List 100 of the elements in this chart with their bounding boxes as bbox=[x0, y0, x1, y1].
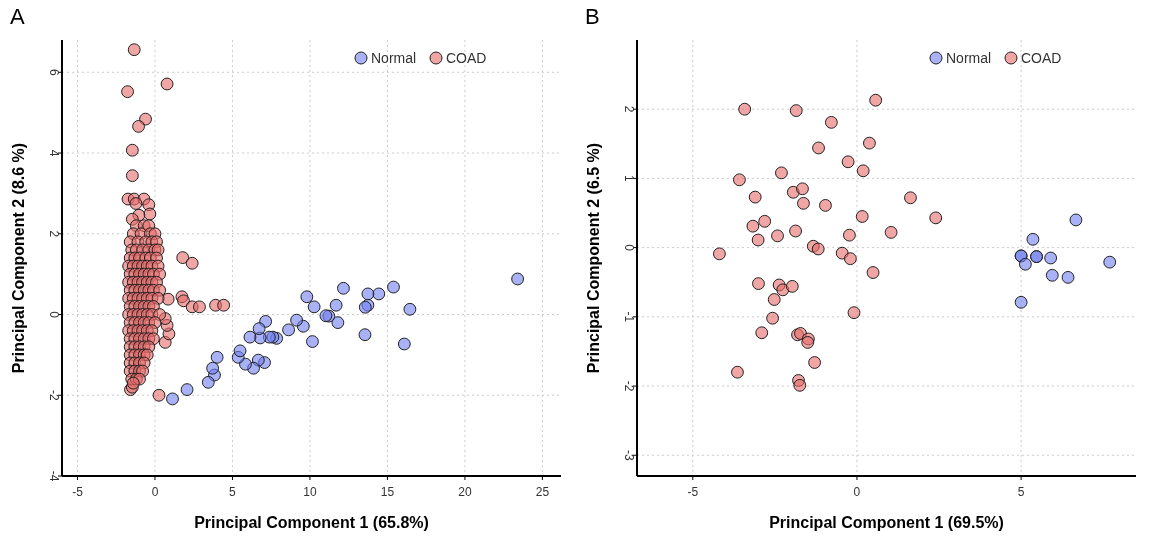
point bbox=[1045, 268, 1059, 282]
y-axis-title: Principal Component 2 (6.5 %) bbox=[585, 142, 602, 374]
point bbox=[511, 272, 525, 286]
point bbox=[337, 281, 350, 295]
x-tick-label: 0 bbox=[853, 485, 861, 499]
point bbox=[771, 229, 784, 243]
point bbox=[300, 290, 314, 304]
point bbox=[797, 196, 810, 210]
point bbox=[372, 287, 386, 301]
point bbox=[776, 283, 790, 297]
point bbox=[1044, 251, 1058, 265]
point bbox=[746, 219, 760, 233]
point bbox=[387, 280, 400, 294]
point bbox=[290, 313, 304, 327]
y-tick-label: -2 bbox=[622, 380, 636, 392]
point bbox=[843, 252, 857, 266]
legend-label: COAD bbox=[1021, 50, 1062, 66]
y-tick-label: -2 bbox=[47, 389, 61, 401]
x-tick-label: 10 bbox=[303, 485, 317, 499]
point bbox=[869, 93, 883, 107]
y-tick-label: 6 bbox=[47, 68, 61, 76]
point bbox=[785, 279, 799, 293]
point bbox=[808, 356, 822, 369]
y-tick-label: -3 bbox=[622, 449, 636, 461]
x-tick-label: -5 bbox=[687, 485, 699, 499]
point bbox=[1018, 257, 1032, 271]
y-axis-title: Principal Component 2 (8.6 %) bbox=[10, 142, 27, 374]
chart-title: A bbox=[10, 4, 25, 29]
legend-label: Normal bbox=[371, 50, 417, 66]
point bbox=[1069, 213, 1083, 227]
point bbox=[210, 350, 224, 364]
point bbox=[819, 199, 832, 212]
point bbox=[884, 225, 898, 239]
point bbox=[841, 155, 855, 169]
point bbox=[731, 365, 744, 379]
point bbox=[239, 357, 252, 371]
x-axis-title: Principal Component 1 (65.8%) bbox=[194, 514, 429, 531]
y-tick-label: -4 bbox=[47, 470, 61, 482]
point bbox=[748, 190, 762, 204]
point bbox=[824, 115, 838, 129]
point bbox=[1103, 255, 1117, 269]
x-tick-label: 15 bbox=[380, 485, 395, 499]
point bbox=[166, 392, 179, 406]
point bbox=[1026, 232, 1040, 246]
point bbox=[812, 141, 825, 155]
point bbox=[758, 214, 772, 228]
y-tick-label: 0 bbox=[47, 311, 61, 319]
x-tick-label: -5 bbox=[72, 485, 84, 499]
x-tick-label: 5 bbox=[229, 485, 237, 499]
x-axis-title: Principal Component 1 (69.5%) bbox=[769, 514, 1004, 531]
y-tick-label: 1 bbox=[622, 175, 636, 183]
x-tick-label: 20 bbox=[458, 485, 472, 499]
point bbox=[738, 102, 752, 116]
point bbox=[863, 136, 876, 150]
point bbox=[206, 361, 220, 375]
y-tick-label: 0 bbox=[622, 244, 636, 252]
y-tick-label: 2 bbox=[47, 230, 61, 238]
point bbox=[904, 191, 917, 205]
point bbox=[306, 335, 319, 348]
point bbox=[180, 383, 194, 397]
point bbox=[307, 300, 321, 314]
point bbox=[789, 224, 802, 238]
point bbox=[282, 323, 295, 337]
point bbox=[751, 233, 765, 247]
point bbox=[796, 182, 809, 196]
chart-title: B bbox=[585, 4, 600, 29]
point bbox=[712, 247, 726, 261]
point bbox=[733, 173, 746, 187]
legend-label: Normal bbox=[946, 50, 992, 66]
point bbox=[929, 211, 943, 225]
x-tick-label: 0 bbox=[151, 485, 159, 499]
point bbox=[397, 337, 411, 351]
point bbox=[811, 242, 825, 256]
point bbox=[766, 311, 779, 325]
legend-label: COAD bbox=[446, 50, 487, 66]
point bbox=[847, 306, 861, 320]
point bbox=[243, 330, 257, 344]
point bbox=[789, 104, 803, 117]
point bbox=[252, 322, 266, 336]
point bbox=[767, 293, 781, 306]
point bbox=[801, 336, 815, 349]
point bbox=[259, 314, 273, 328]
x-tick-label: 5 bbox=[1017, 485, 1025, 499]
point bbox=[752, 277, 765, 291]
point bbox=[775, 166, 788, 180]
point bbox=[403, 302, 417, 316]
point bbox=[331, 316, 345, 329]
point bbox=[329, 298, 343, 312]
point bbox=[793, 378, 807, 392]
y-tick-label: 4 bbox=[47, 149, 61, 157]
point bbox=[361, 287, 375, 301]
point bbox=[358, 328, 372, 342]
point bbox=[842, 228, 856, 242]
point bbox=[201, 375, 215, 389]
point bbox=[233, 344, 247, 358]
point bbox=[855, 210, 869, 223]
point bbox=[755, 326, 769, 340]
point bbox=[1014, 295, 1028, 309]
point bbox=[866, 266, 880, 279]
y-tick-label: 2 bbox=[622, 105, 636, 113]
